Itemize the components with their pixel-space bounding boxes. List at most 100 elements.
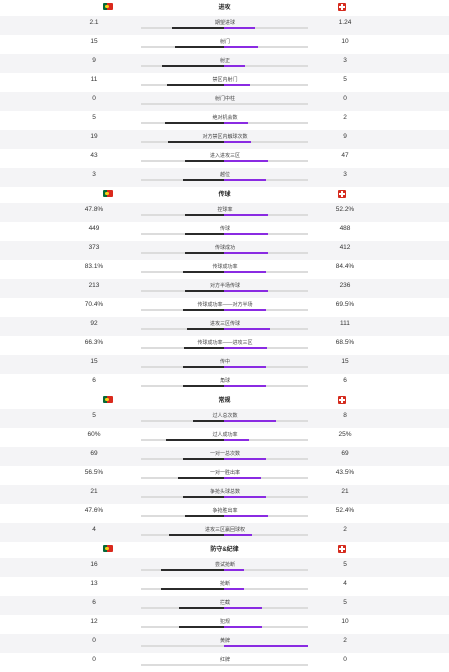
stat-row: 83.1% 传球成功率 84.4% — [0, 260, 449, 279]
stat-label: 射门中柱 — [214, 96, 235, 102]
section-header: 传球 — [0, 187, 449, 203]
right-bar-track — [224, 65, 308, 67]
stat-label: 犯规 — [219, 619, 230, 625]
right-bar-track — [224, 458, 308, 460]
right-value: 3 — [343, 171, 347, 178]
right-value: 4 — [343, 580, 347, 587]
right-value: 0 — [343, 95, 347, 102]
right-bar-track — [224, 46, 308, 48]
right-bar — [224, 439, 249, 441]
left-bar — [183, 496, 225, 498]
stat-row: 19 对方禁区内触球次数 9 — [0, 130, 449, 149]
stat-row: 3 越位 3 — [0, 168, 449, 187]
left-value: 21 — [90, 488, 98, 495]
right-value: 5 — [343, 599, 347, 606]
left-value: 2.1 — [89, 19, 99, 26]
stat-label: 传球成功率——对方半场 — [197, 302, 253, 308]
stat-label: 对方半场传球 — [209, 283, 240, 289]
right-bar-track — [224, 271, 308, 273]
stat-row: 69 一对一总次数 69 — [0, 447, 449, 466]
stat-label: 禁区内射门 — [212, 77, 238, 83]
right-value: 25% — [338, 431, 352, 438]
section-header: 防守&纪律 — [0, 542, 449, 558]
left-value: 9 — [92, 57, 96, 64]
right-value: 15 — [341, 358, 349, 365]
right-value: 52.2% — [335, 206, 355, 213]
stat-label: 传球成功 — [214, 245, 235, 251]
stat-row: 15 射门 10 — [0, 35, 449, 54]
left-bar-track — [141, 347, 225, 349]
left-bar — [166, 439, 225, 441]
left-bar-track — [141, 420, 225, 422]
right-bar-track — [224, 366, 308, 368]
left-value: 449 — [88, 225, 100, 232]
left-bar — [183, 309, 225, 311]
portugal-flag-icon — [103, 396, 113, 403]
stat-row: 0 黄牌 2 — [0, 634, 449, 653]
right-value: 52.4% — [335, 507, 355, 514]
left-value: 11 — [90, 76, 98, 83]
right-bar — [224, 515, 268, 517]
right-value: 0 — [343, 656, 347, 663]
right-value: 6 — [343, 377, 347, 384]
stat-label: 传中 — [219, 359, 230, 365]
stat-label: 越位 — [219, 172, 230, 178]
right-bar — [224, 233, 268, 235]
left-bar — [179, 626, 225, 628]
left-value: 56.5% — [84, 469, 104, 476]
stat-row: 9 射正 3 — [0, 54, 449, 73]
left-bar — [183, 385, 225, 387]
stat-label: 绝对机会数 — [212, 115, 238, 121]
stat-row: 92 进攻三区传球 111 — [0, 317, 449, 336]
section-title: 传球 — [218, 192, 231, 198]
right-bar — [224, 458, 266, 460]
stat-label: 期望进球 — [214, 20, 235, 26]
left-bar — [162, 65, 225, 67]
right-value: 111 — [340, 320, 350, 327]
stat-label: 黄牌 — [219, 638, 230, 644]
stat-label: 过人成功率 — [212, 432, 238, 438]
stat-row: 373 传球成功 412 — [0, 241, 449, 260]
switzerland-flag-icon — [338, 545, 346, 553]
right-bar — [224, 214, 268, 216]
stat-row: 16 尝试抢断 5 — [0, 558, 449, 577]
right-bar — [224, 607, 262, 609]
stat-label: 角球 — [219, 378, 230, 384]
left-value: 0 — [92, 637, 96, 644]
right-bar — [224, 366, 266, 368]
right-bar — [224, 477, 261, 479]
right-bar-track — [224, 385, 308, 387]
right-value: 21 — [341, 488, 349, 495]
right-bar-track — [224, 534, 308, 536]
stat-row: 6 角球 6 — [0, 374, 449, 393]
stat-label: 传球成功率——进攻三区 — [197, 340, 253, 346]
right-value: 9 — [343, 133, 347, 140]
left-bar — [179, 607, 225, 609]
right-value: 68.5% — [335, 339, 355, 346]
right-bar — [224, 309, 266, 311]
right-bar — [224, 626, 262, 628]
right-bar — [224, 534, 252, 536]
stat-row: 5 过人总次数 8 — [0, 409, 449, 428]
left-value: 66.3% — [84, 339, 104, 346]
left-bar — [169, 534, 225, 536]
switzerland-flag-icon — [338, 396, 346, 404]
switzerland-flag-icon — [338, 3, 346, 11]
stat-label: 拦截 — [219, 600, 230, 606]
stat-row: 5 绝对机会数 2 — [0, 111, 449, 130]
left-bar-track — [141, 515, 225, 517]
right-bar — [224, 160, 268, 162]
left-value: 92 — [90, 320, 98, 327]
left-value: 5 — [92, 412, 96, 419]
right-bar — [224, 290, 268, 292]
left-value: 19 — [90, 133, 98, 140]
right-value: 5 — [343, 561, 347, 568]
portugal-flag-icon — [103, 545, 113, 552]
stat-row: 43 进入进攻三区 47 — [0, 149, 449, 168]
left-bar — [193, 420, 225, 422]
right-value: 5 — [343, 76, 347, 83]
stat-label: 对方禁区内触球次数 — [202, 134, 248, 140]
right-bar-track — [224, 477, 308, 479]
right-bar-track — [224, 588, 308, 590]
stat-label: 尝试抢断 — [214, 562, 235, 568]
